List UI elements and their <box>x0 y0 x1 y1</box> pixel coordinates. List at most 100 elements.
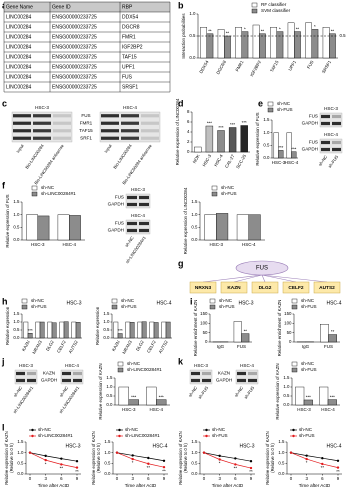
blot-band <box>16 378 25 383</box>
y-tick-label: 1.0 <box>191 450 198 455</box>
x-tick-label: HSC-3 <box>297 407 311 412</box>
x-tick-label: HSC-4 <box>321 407 335 412</box>
y-tick-label: 150 <box>200 311 208 316</box>
legend-label: sh-NC <box>301 361 315 366</box>
bar <box>327 399 337 406</box>
legend-label: sh-FUS <box>221 191 237 196</box>
bar <box>291 151 297 159</box>
table-cell: ENSG00000233725 <box>52 84 97 90</box>
bar <box>273 132 279 159</box>
table-header-bg <box>4 2 170 12</box>
lane-label: Input <box>15 143 25 154</box>
bar <box>224 35 231 59</box>
bar <box>69 215 81 241</box>
y-tick-label: 0.5 <box>13 327 20 332</box>
protein-label: GAPDH <box>108 202 124 207</box>
line <box>290 452 339 462</box>
legend-label: sh-NC <box>277 101 291 106</box>
x-tick-label: 9 <box>250 476 253 481</box>
y-tick-label: 0.5 <box>283 393 290 398</box>
significance: *** <box>330 394 335 399</box>
lane-label: Bio-LINC00284 <box>24 143 45 170</box>
table-cell: ENSG00000233725 <box>52 74 97 80</box>
x-tick-label: 6 <box>321 476 324 481</box>
blot-band <box>121 121 139 125</box>
legend-marker <box>292 434 295 438</box>
table-cell: DDX54 <box>122 14 138 20</box>
legend-label: sh-FUS <box>299 433 315 438</box>
bar <box>71 321 77 339</box>
y-tick-label: 1.0 <box>278 450 285 455</box>
point <box>60 463 63 466</box>
significance: * <box>132 460 134 465</box>
table-cell: IGF2BP2 <box>122 44 143 50</box>
legend-swatch <box>117 361 124 367</box>
point <box>44 454 47 458</box>
table-header: Gene ID <box>52 4 71 10</box>
x-axis-label: Time after ActD <box>299 483 331 488</box>
blot-band <box>121 114 139 118</box>
y-tick-label: 1.0 <box>106 384 113 389</box>
y-tick-label: 0 <box>187 149 190 154</box>
center-node <box>235 260 289 276</box>
cell-line-label: HSC-3 <box>35 105 49 110</box>
blot-band <box>237 371 246 376</box>
panel-label: d <box>178 98 184 108</box>
significance: ** <box>331 28 335 33</box>
bar <box>217 130 225 153</box>
legend-swatch <box>267 107 274 113</box>
y-tick-label: 1.5 <box>283 375 290 380</box>
protein-label: GAPDH <box>41 378 57 383</box>
blot-band <box>53 136 71 140</box>
cell-line-label: HSC-3 <box>19 363 33 368</box>
x-axis-label: Time after ActD <box>212 483 244 488</box>
bar <box>149 321 155 339</box>
significance: ** <box>147 465 151 470</box>
y-tick-label: 0.5 <box>104 460 111 465</box>
x-tick-label: DDX54 <box>198 59 210 74</box>
target-box <box>313 281 341 294</box>
significance: ** <box>244 328 248 333</box>
x-tick-label: SCC-25 <box>235 153 247 169</box>
legend-swatch <box>267 101 274 107</box>
blot-band <box>101 114 119 118</box>
legend-label: sh-NC <box>41 185 55 190</box>
bar <box>161 321 167 339</box>
blot-band <box>141 129 159 133</box>
significance: ** <box>321 465 325 470</box>
table-cell: FUS <box>122 74 133 80</box>
bar <box>47 321 53 339</box>
protein-label: TAF15 <box>79 128 93 133</box>
bar <box>153 322 159 339</box>
significance: ** <box>249 469 253 474</box>
y-axis-label: (Relative to 0 h) <box>183 443 188 473</box>
panel-label: i <box>190 296 193 306</box>
legend-label: sh-NC <box>125 427 139 432</box>
blot-band <box>33 121 51 125</box>
y-tick-label: 0.5 <box>278 460 285 465</box>
protein-label: FMR1 <box>80 120 93 125</box>
y-tick-label: 6 <box>187 119 190 124</box>
cell-line-label: HSC-4 <box>131 213 145 218</box>
y-tick-label: 0.5 <box>13 224 20 229</box>
bar <box>205 125 214 153</box>
lane-label: sh-NC <box>317 154 328 167</box>
chart-title: HSC-3 <box>238 300 253 306</box>
blot-band <box>13 121 31 125</box>
blot-band <box>16 371 25 376</box>
panel-label: l <box>2 422 5 432</box>
point <box>336 466 340 469</box>
x-tick-label: HSC-4 <box>242 242 256 247</box>
blot-band <box>101 136 119 140</box>
y-tick-label: 0.0 <box>191 237 198 242</box>
y-tick-label: 1.5 <box>191 439 198 444</box>
x-tick-label: 0 <box>116 476 119 481</box>
significance: *** <box>131 394 136 399</box>
significance: ** <box>296 26 300 31</box>
line <box>203 452 252 469</box>
bar <box>59 321 65 339</box>
x-tick-label: NRXN3 <box>31 339 43 355</box>
blot-band <box>73 378 82 383</box>
bar <box>241 333 250 343</box>
protein-label: FUS <box>309 140 318 145</box>
